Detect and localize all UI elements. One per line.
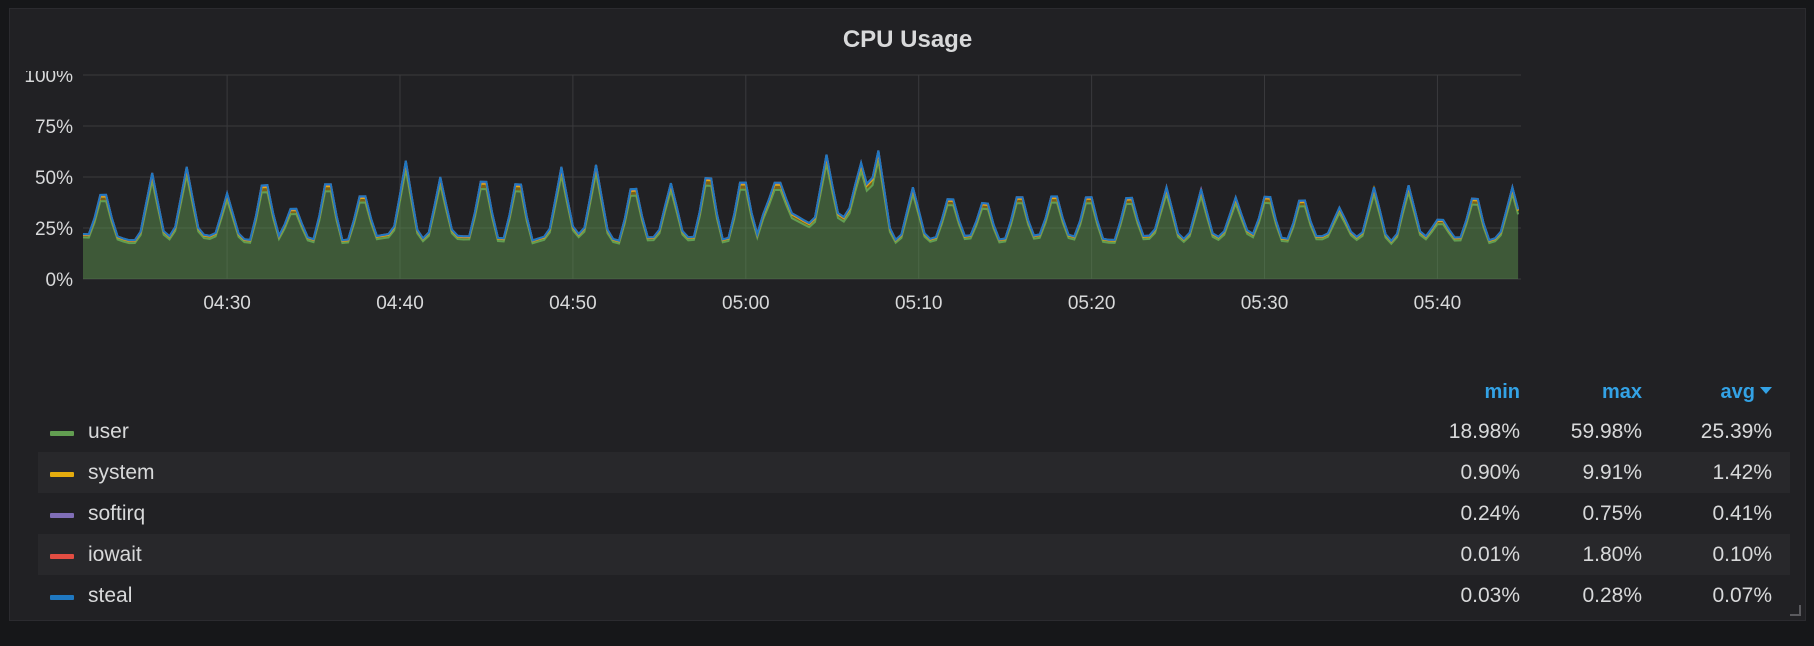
x-tick-label: 04:50 [549, 293, 597, 314]
legend-sort-max[interactable]: max [1601, 381, 1642, 403]
legend-value-avg: 25.39% [1700, 420, 1772, 443]
legend-sort-avg-label: avg [1720, 381, 1755, 403]
legend-value-max: 9.91% [1582, 461, 1642, 484]
legend-row-user[interactable]: user 18.98% 59.98% 25.39% [38, 411, 1790, 452]
legend-header: min max avg [38, 371, 1790, 411]
y-tick-label: 0% [46, 270, 74, 291]
y-tick-label: 100% [24, 71, 73, 87]
chart-svg[interactable]: 0% 25% 50% 75% 100% 04:30 04:40 04:50 05:00 05:10… [10, 71, 1807, 371]
legend-value-avg: 0.10% [1712, 543, 1772, 566]
legend-series-name[interactable]: steal [88, 584, 133, 607]
sort-desc-icon [1760, 387, 1772, 395]
legend-value-avg: 1.42% [1712, 461, 1772, 484]
legend-value-min: 18.98% [1448, 420, 1520, 443]
legend-sort-avg[interactable]: avg [1721, 381, 1772, 404]
resize-handle-icon[interactable] [1790, 605, 1801, 616]
legend-value-min: 0.01% [1460, 543, 1520, 566]
x-tick-label: 05:10 [895, 293, 943, 314]
cpu-usage-panel: CPU Usage 0% 25% 50% 75% 100% 04:30 04:40 04:50… [9, 8, 1806, 621]
x-tick-label: 05:20 [1068, 293, 1116, 314]
legend-value-min: 0.24% [1460, 502, 1520, 525]
series-line-steal [82, 150, 1520, 243]
legend-value-min: 0.03% [1460, 584, 1520, 607]
x-tick-label: 04:30 [203, 293, 251, 314]
legend-series-name[interactable]: iowait [88, 543, 142, 566]
y-tick-label: 25% [35, 219, 73, 240]
y-tick-label: 50% [35, 168, 73, 189]
legend-table: min max avg user 18.98% 59.98% 25.39% system… [38, 371, 1790, 616]
legend-value-max: 0.28% [1582, 584, 1642, 607]
legend-swatch[interactable] [50, 513, 74, 518]
legend-value-max: 1.80% [1582, 543, 1642, 566]
legend-value-min: 0.90% [1460, 461, 1520, 484]
legend-row-softirq[interactable]: softirq 0.24% 0.75% 0.41% [38, 493, 1790, 534]
legend-row-iowait[interactable]: iowait 0.01% 1.80% 0.10% [38, 534, 1790, 575]
legend-series-name[interactable]: system [88, 461, 155, 484]
panel-title[interactable]: CPU Usage [842, 26, 973, 53]
legend-value-avg: 0.07% [1712, 584, 1772, 607]
x-tick-label: 05:30 [1241, 293, 1289, 314]
legend-row-system[interactable]: system 0.90% 9.91% 1.42% [38, 452, 1790, 493]
legend-rows: user 18.98% 59.98% 25.39% system 0.90% 9.91% 1.… [38, 411, 1790, 616]
legend-value-max: 0.75% [1582, 502, 1642, 525]
y-tick-label: 75% [35, 117, 73, 138]
x-tick-label: 05:00 [722, 293, 770, 314]
legend-value-avg: 0.41% [1712, 502, 1772, 525]
legend-swatch[interactable] [50, 595, 74, 600]
cpu-usage-chart[interactable]: 0% 25% 50% 75% 100% 04:30 04:40 04:50 05:00 05:10… [10, 71, 1807, 371]
series-area-user [83, 160, 1519, 279]
legend-value-max: 59.98% [1570, 420, 1642, 443]
x-tick-label: 04:40 [376, 293, 424, 314]
legend-series-name[interactable]: user [88, 420, 129, 443]
legend-swatch[interactable] [50, 472, 74, 477]
legend-swatch[interactable] [50, 554, 74, 559]
legend-swatch[interactable] [50, 431, 74, 436]
legend-sort-min[interactable]: min [1484, 381, 1520, 403]
panel-header[interactable]: CPU Usage [10, 9, 1805, 71]
legend-series-name[interactable]: softirq [88, 502, 146, 525]
legend-row-steal[interactable]: steal 0.03% 0.28% 0.07% [38, 575, 1790, 616]
x-tick-label: 05:40 [1414, 293, 1462, 314]
